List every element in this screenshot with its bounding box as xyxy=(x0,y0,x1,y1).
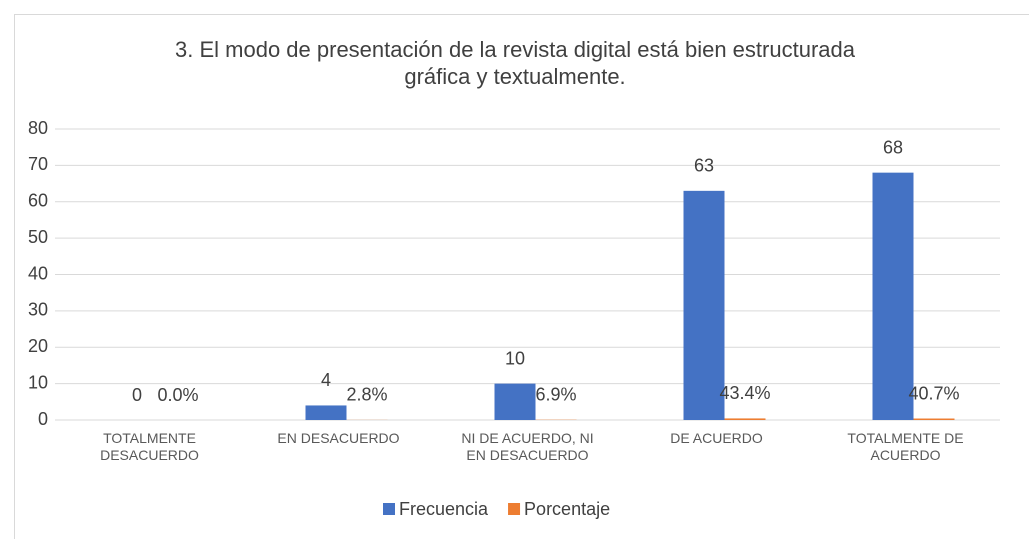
x-tick-label: TOTALMENTE DESACUERDO xyxy=(100,430,199,463)
data-label: 40.7% xyxy=(908,383,959,403)
legend-swatch xyxy=(508,503,521,515)
data-label: 0.0% xyxy=(157,385,198,405)
x-tick-label: EN DESACUERDO xyxy=(277,430,400,446)
bar xyxy=(913,418,955,420)
y-tick-label: 80 xyxy=(28,118,48,138)
chart-title: 3. El modo de presentación de la revista… xyxy=(175,37,855,89)
y-tick-label: 40 xyxy=(28,263,48,283)
legend-label: Frecuencia xyxy=(399,499,489,519)
y-tick-label: 70 xyxy=(28,154,48,174)
data-label: 2.8% xyxy=(346,385,387,405)
data-label: 6.9% xyxy=(535,384,576,404)
bar xyxy=(494,383,536,420)
legend-label: Porcentaje xyxy=(524,499,610,519)
legend-swatch xyxy=(383,503,395,515)
data-label: 4 xyxy=(321,370,331,390)
bar xyxy=(683,190,725,420)
bar xyxy=(872,172,914,420)
y-tick-label: 10 xyxy=(28,372,48,392)
x-tick-label: TOTALMENTE DE ACUERDO xyxy=(847,430,964,463)
bar xyxy=(305,405,347,420)
data-label: 10 xyxy=(505,348,525,368)
data-label: 43.4% xyxy=(719,383,770,403)
data-label: 63 xyxy=(694,156,714,176)
chart-border xyxy=(14,14,1029,539)
y-tick-label: 20 xyxy=(28,336,48,356)
data-label: 68 xyxy=(883,137,903,157)
y-tick-label: 0 xyxy=(38,409,48,429)
data-label: 0 xyxy=(132,385,142,405)
y-tick-label: 30 xyxy=(28,300,48,320)
y-tick-label: 60 xyxy=(28,191,48,211)
x-tick-label: NI DE ACUERDO, NI EN DESACUERDO xyxy=(461,430,594,463)
bar xyxy=(724,418,766,420)
x-tick-label: DE ACUERDO xyxy=(670,430,763,446)
y-tick-label: 50 xyxy=(28,227,48,247)
